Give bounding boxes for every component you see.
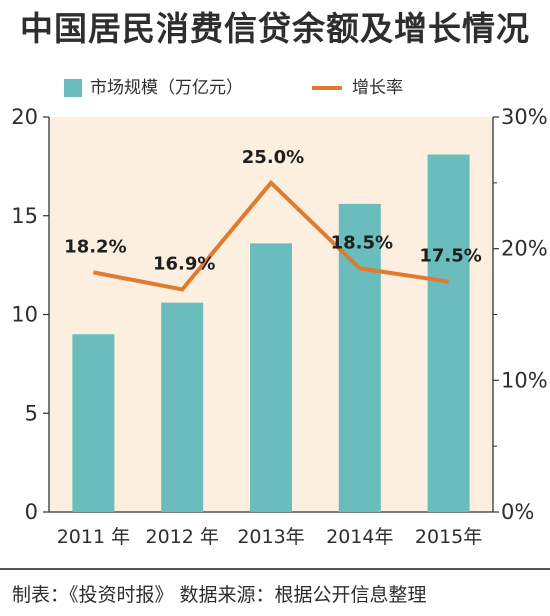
bar — [72, 334, 115, 512]
x-tick-label: 2013年 — [237, 526, 304, 548]
bar — [161, 302, 204, 512]
chart-plot: 0 5 10 15 20 0% 10% 20% 30% 2011 年 2012 年 2013年 2014… — [11, 105, 548, 548]
growth-rate-label: 25.0% — [242, 147, 304, 168]
legend-line-swatch — [312, 86, 342, 90]
x-tick-label: 2012 年 — [145, 526, 218, 548]
x-tick-label: 2015年 — [415, 526, 482, 548]
legend-bar-swatch — [64, 79, 82, 97]
growth-rate-label: 18.2% — [64, 236, 126, 257]
legend-label-market-size: 市场规模（万亿元） — [90, 78, 243, 98]
y-left-tick-label: 15 — [11, 204, 38, 228]
y-right-tick-label: 10% — [501, 368, 548, 392]
growth-rate-label: 16.9% — [153, 253, 215, 274]
y-right-tick-label: 20% — [501, 237, 548, 261]
x-tick-label: 2011 年 — [57, 526, 130, 548]
y-left-tick-label: 20 — [11, 105, 38, 129]
y-right-tick-label: 30% — [501, 105, 548, 129]
legend-label-growth-rate: 增长率 — [352, 78, 403, 98]
y-left-tick-label: 0 — [25, 500, 38, 524]
y-left-tick-label: 10 — [11, 303, 38, 327]
growth-rate-label: 17.5% — [419, 246, 481, 267]
footer-credit: 制表：《投资时报》 数据来源：根据公开信息整理 — [12, 584, 427, 606]
bar — [250, 243, 292, 512]
bar — [427, 154, 470, 512]
footer: 制表：《投资时报》 数据来源：根据公开信息整理 — [0, 568, 550, 616]
y-right-tick-label: 0% — [501, 500, 534, 524]
x-tick-label: 2014年 — [326, 526, 393, 548]
y-left-tick-label: 5 — [25, 401, 38, 425]
chart-title: 中国居民消费信贷余额及增长情况 — [20, 9, 530, 48]
growth-rate-label: 18.5% — [331, 232, 393, 253]
